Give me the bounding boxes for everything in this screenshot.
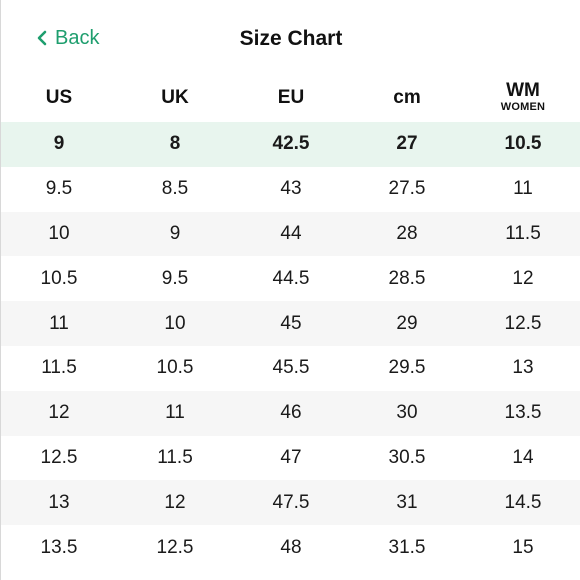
cell-wm: 11.5 — [505, 222, 541, 244]
chevron-left-icon — [37, 30, 47, 46]
cell-wm: 13 — [512, 357, 534, 379]
cell-us: 11 — [49, 312, 69, 334]
cell-cm: 28.5 — [388, 267, 426, 289]
cell-wm: 14.5 — [504, 491, 542, 513]
cell-cm: 29.5 — [388, 357, 426, 379]
page-title: Size Chart — [239, 27, 343, 50]
cell-us: 13 — [48, 491, 70, 513]
cell-wm: 12 — [512, 267, 534, 289]
table-row[interactable]: 10.5 9.5 44.5 28.5 12 — [1, 256, 580, 301]
column-header-eu: EU — [277, 86, 305, 108]
cell-us: 9.5 — [45, 178, 73, 200]
cell-cm: 27.5 — [388, 178, 426, 200]
cell-wm: 14 — [512, 446, 534, 468]
table-row[interactable]: 12.5 11.5 47 30.5 14 — [1, 436, 580, 481]
cell-us: 10.5 — [40, 267, 78, 289]
cell-wm: 12.5 — [504, 312, 542, 334]
table-row[interactable]: 9.5 8.5 43 27.5 11 — [1, 167, 580, 212]
cell-wm: 15 — [512, 536, 534, 558]
column-header-cm: cm — [393, 86, 421, 108]
cell-eu: 45.5 — [272, 357, 310, 379]
cell-uk: 11.5 — [157, 446, 193, 468]
cell-uk: 10 — [164, 312, 186, 334]
table-row[interactable]: 13 12 47.5 31 14.5 — [1, 480, 580, 526]
cell-us: 12.5 — [40, 446, 78, 468]
column-header-uk: UK — [161, 86, 189, 108]
table-row[interactable]: 11 10 45 29 12.5 — [1, 301, 580, 346]
cell-uk: 9 — [169, 222, 181, 244]
cell-uk: 12.5 — [156, 536, 194, 558]
cell-us: 12 — [48, 402, 70, 424]
cell-eu: 44.5 — [272, 267, 310, 289]
table-row[interactable]: 10 9 44 28 11.5 — [1, 211, 580, 257]
table-header-row: US UK EU cm WM WOMEN — [1, 72, 580, 122]
cell-us: 10 — [48, 222, 70, 244]
cell-wm: 10.5 — [504, 133, 542, 155]
cell-cm: 30.5 — [388, 446, 426, 468]
cell-us: 13.5 — [40, 536, 78, 558]
cell-eu: 46 — [280, 402, 302, 424]
back-button[interactable]: Back — [37, 24, 99, 52]
cell-cm: 31.5 — [388, 536, 426, 558]
table-row[interactable]: 13.5 12.5 48 31.5 15 — [1, 525, 580, 570]
column-header-wm-sub: WOMEN — [500, 101, 546, 113]
column-header-wm-label: WM — [506, 80, 540, 101]
cell-cm: 31 — [396, 491, 418, 513]
size-table: US UK EU cm WM WOMEN 9 8 42.5 27 10.5 9.5 8.5 4… — [1, 72, 580, 570]
column-header-us: US — [45, 86, 73, 108]
cell-uk: 11 — [165, 402, 185, 424]
cell-eu: 48 — [280, 536, 302, 558]
cell-eu: 44 — [280, 222, 302, 244]
table-body: 9 8 42.5 27 10.5 9.5 8.5 43 27.5 11 10 9 44 28 11.5 10.… — [1, 122, 580, 570]
cell-uk: 9.5 — [161, 267, 189, 289]
cell-us: 11.5 — [41, 357, 77, 379]
cell-eu: 42.5 — [272, 133, 310, 155]
cell-eu: 47.5 — [272, 491, 310, 513]
cell-eu: 45 — [280, 312, 302, 334]
cell-wm: 11 — [513, 178, 533, 200]
cell-uk: 10.5 — [156, 357, 194, 379]
cell-wm: 13.5 — [504, 402, 542, 424]
column-header-wm: WM WOMEN — [465, 81, 580, 113]
cell-cm: 28 — [396, 222, 418, 244]
cell-cm: 30 — [396, 402, 418, 424]
navigation-bar: Back Size Chart — [1, 0, 580, 72]
cell-us: 9 — [53, 133, 65, 155]
cell-eu: 47 — [280, 446, 302, 468]
cell-uk: 8.5 — [161, 178, 189, 200]
back-label: Back — [55, 26, 100, 49]
table-row[interactable]: 12 11 46 30 13.5 — [1, 390, 580, 436]
cell-uk: 8 — [169, 133, 181, 155]
cell-uk: 12 — [164, 491, 186, 513]
table-row-selected[interactable]: 9 8 42.5 27 10.5 — [1, 122, 580, 167]
table-row[interactable]: 11.5 10.5 45.5 29.5 13 — [1, 346, 580, 391]
cell-cm: 27 — [396, 133, 418, 155]
cell-cm: 29 — [396, 312, 418, 334]
cell-eu: 43 — [280, 178, 302, 200]
